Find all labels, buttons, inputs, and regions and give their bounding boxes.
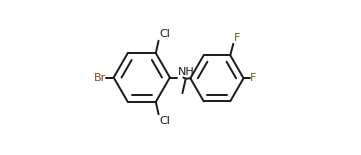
Text: F: F — [250, 73, 257, 82]
Text: F: F — [234, 33, 240, 43]
Text: Cl: Cl — [159, 115, 170, 126]
Text: Br: Br — [93, 73, 106, 82]
Text: NH: NH — [178, 67, 195, 77]
Text: Cl: Cl — [159, 29, 170, 40]
